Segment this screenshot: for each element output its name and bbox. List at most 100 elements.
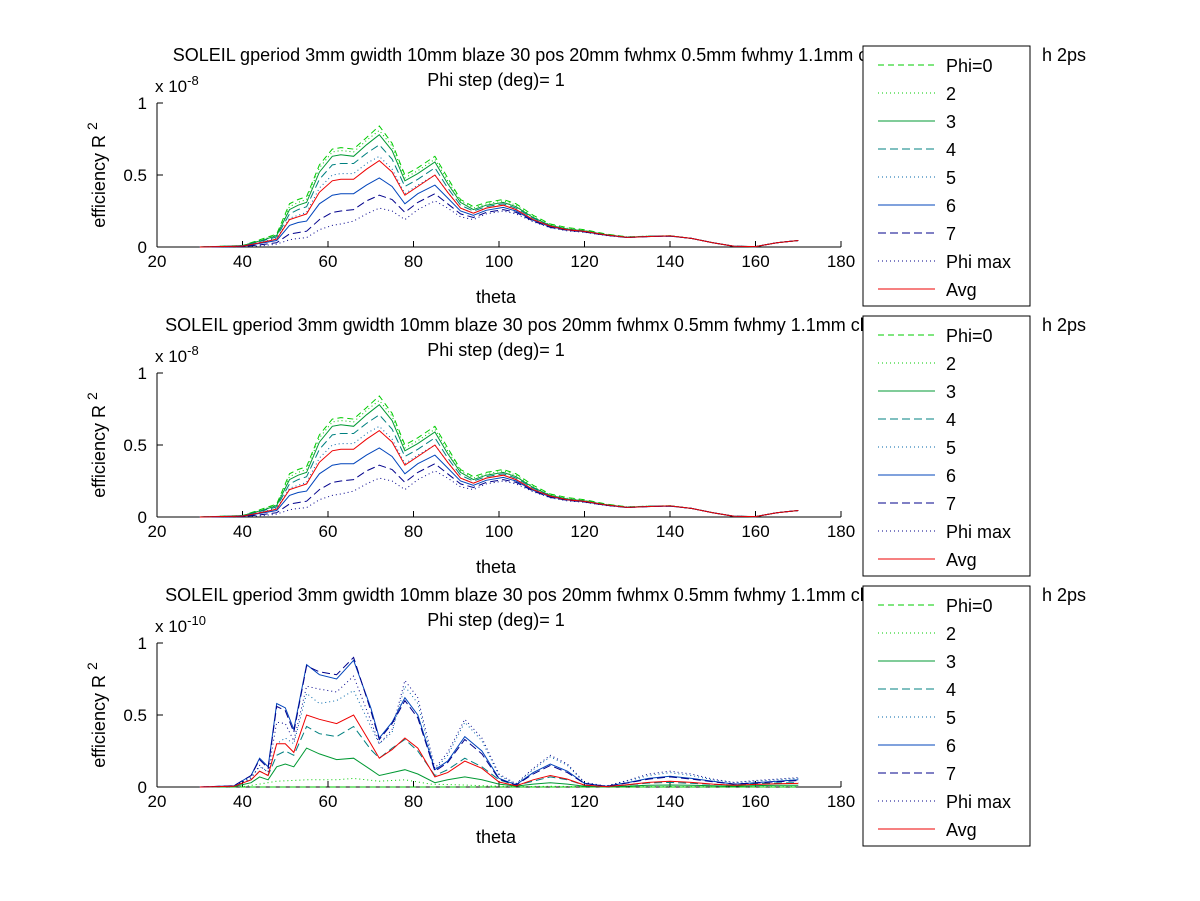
x-tick-label: 20 (148, 792, 167, 811)
series-line-5 (199, 659, 799, 788)
legend: Phi=0 2 3 4 5 6 7 Phi max Avg (862, 45, 1031, 307)
x-tick-label: 140 (656, 252, 684, 271)
y-multiplier-exponent: -8 (187, 73, 199, 88)
x-tick-label: 80 (404, 792, 423, 811)
series-line-3 (199, 144, 799, 248)
subplot-1: SOLEIL gperiod 3mm gwidth 10mm blaze 30 … (84, 45, 1086, 307)
y-tick-label: 0.5 (123, 436, 147, 455)
legend-label: 3 (946, 112, 956, 132)
chart-subtitle: Phi step (deg)= 1 (427, 610, 565, 630)
y-axis-label-exponent: 2 (84, 122, 100, 130)
x-tick-label: 120 (570, 522, 598, 541)
y-multiplier-exponent: -10 (187, 613, 206, 628)
y-tick-label: 0 (138, 778, 147, 797)
legend-label: 2 (946, 84, 956, 104)
legend-label: 3 (946, 652, 956, 672)
y-axis-label: efficiency R 2 (84, 662, 109, 768)
series-line-3 (199, 414, 799, 518)
x-tick-label: 60 (319, 252, 338, 271)
legend-label: Phi=0 (946, 596, 993, 616)
x-tick-label: 80 (404, 252, 423, 271)
legend-label: 3 (946, 382, 956, 402)
series-line-1 (199, 129, 799, 248)
x-tick-label: 120 (570, 252, 598, 271)
series-line-1 (199, 777, 799, 788)
x-tick-label: 120 (570, 792, 598, 811)
y-tick-label: 0 (138, 238, 147, 257)
series-line-6 (199, 656, 799, 788)
series-line-8 (199, 159, 799, 248)
legend-label: Phi max (946, 792, 1011, 812)
legend-label: 6 (946, 196, 956, 216)
legend-label: 6 (946, 736, 956, 756)
subplot-3: SOLEIL gperiod 3mm gwidth 10mm blaze 30 … (84, 585, 1086, 847)
x-tick-label: 100 (485, 522, 513, 541)
y-axis-label-exponent: 2 (84, 662, 100, 670)
x-tick-label: 40 (233, 522, 252, 541)
legend: Phi=0 2 3 4 5 6 7 Phi max Avg (862, 315, 1031, 577)
x-tick-label: 160 (741, 792, 769, 811)
legend: Phi=0 2 3 4 5 6 7 Phi max Avg (862, 585, 1031, 847)
series-line-1 (199, 399, 799, 518)
y-axis-label: efficiency R 2 (84, 392, 109, 498)
chart-title-tail: h 2ps (1042, 45, 1086, 65)
chart-title: SOLEIL gperiod 3mm gwidth 10mm blaze 30 … (165, 315, 921, 335)
chart-title-tail: h 2ps (1042, 315, 1086, 335)
legend-label: 5 (946, 168, 956, 188)
x-tick-label: 20 (148, 252, 167, 271)
x-axis-label: theta (476, 557, 517, 577)
series-line-2 (199, 747, 799, 788)
x-tick-label: 40 (233, 252, 252, 271)
legend-label: 6 (946, 466, 956, 486)
legend-label: Phi=0 (946, 56, 993, 76)
x-axis-label: theta (476, 287, 517, 307)
legend-label: Phi max (946, 252, 1011, 272)
y-tick-label: 1 (138, 94, 147, 113)
chart-subtitle: Phi step (deg)= 1 (427, 340, 565, 360)
legend-label: 4 (946, 140, 956, 160)
x-tick-label: 40 (233, 792, 252, 811)
x-tick-label: 140 (656, 792, 684, 811)
x-axis-label: theta (476, 827, 517, 847)
series-line-8 (199, 429, 799, 518)
y-axis-label: efficiency R 2 (84, 122, 109, 228)
legend-label: 7 (946, 494, 956, 514)
subplot-2: SOLEIL gperiod 3mm gwidth 10mm blaze 30 … (84, 315, 1086, 577)
legend-label: Avg (946, 820, 977, 840)
x-tick-label: 100 (485, 252, 513, 271)
x-tick-label: 160 (741, 252, 769, 271)
x-tick-label: 160 (741, 522, 769, 541)
series-line-3 (199, 725, 799, 788)
legend-label: 7 (946, 224, 956, 244)
legend-label: 4 (946, 680, 956, 700)
series-line-4 (199, 685, 799, 788)
y-tick-label: 1 (138, 634, 147, 653)
y-tick-label: 0.5 (123, 166, 147, 185)
y-multiplier-exponent: -8 (187, 343, 199, 358)
legend-label: Avg (946, 550, 977, 570)
legend-box (862, 585, 1031, 847)
chart-title-tail: h 2ps (1042, 585, 1086, 605)
legend-label: 2 (946, 354, 956, 374)
series-line-8 (199, 714, 799, 788)
chart-title: SOLEIL gperiod 3mm gwidth 10mm blaze 30 … (173, 45, 914, 65)
x-tick-label: 140 (656, 522, 684, 541)
x-tick-label: 180 (827, 792, 855, 811)
chart-subtitle: Phi step (deg)= 1 (427, 70, 565, 90)
legend-label: Avg (946, 280, 977, 300)
legend-box (862, 315, 1031, 577)
x-tick-label: 60 (319, 792, 338, 811)
y-tick-label: 0.5 (123, 706, 147, 725)
legend-label: 2 (946, 624, 956, 644)
y-tick-label: 0 (138, 508, 147, 527)
x-tick-label: 180 (827, 522, 855, 541)
legend-label: Phi max (946, 522, 1011, 542)
legend-label: 5 (946, 438, 956, 458)
y-axis-label-exponent: 2 (84, 392, 100, 400)
x-tick-label: 180 (827, 252, 855, 271)
x-tick-label: 60 (319, 522, 338, 541)
legend-label: 5 (946, 708, 956, 728)
x-tick-label: 100 (485, 792, 513, 811)
x-tick-label: 80 (404, 522, 423, 541)
